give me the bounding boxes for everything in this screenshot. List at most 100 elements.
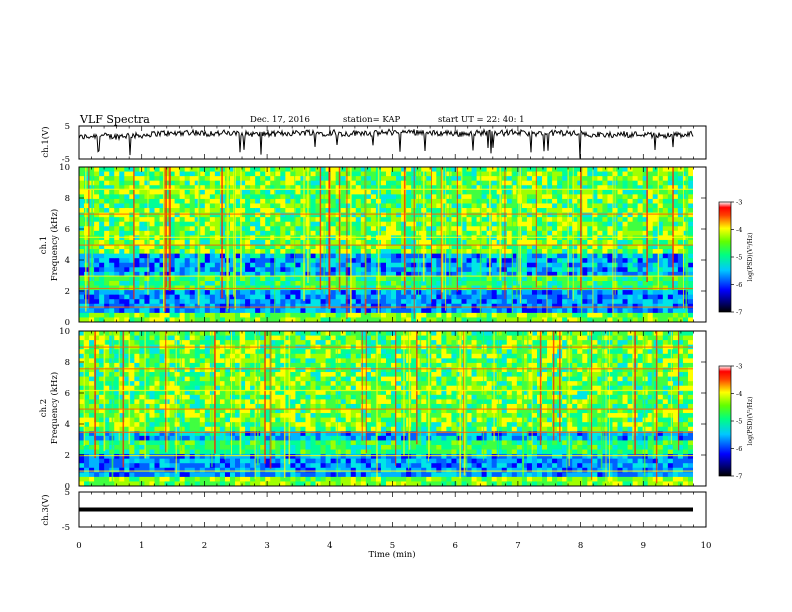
spectrogram-cell	[174, 353, 181, 359]
spectrogram-cell	[401, 258, 407, 264]
spectrogram-cell	[139, 176, 145, 182]
spectrogram-cell	[552, 294, 558, 300]
spectrogram-cell	[466, 262, 472, 268]
spectrogram-cell	[521, 253, 528, 259]
spectrogram-cell	[340, 171, 347, 177]
spectrogram-cell	[592, 230, 598, 236]
spectrogram-cell	[99, 176, 105, 182]
spectrogram-cell	[300, 212, 306, 218]
spectrogram-cell	[144, 308, 150, 314]
spectrogram-cell	[194, 208, 201, 213]
spectrogram-cell	[355, 171, 362, 177]
spectrogram-cell	[245, 221, 251, 227]
spectrogram-cell	[199, 299, 206, 305]
spectrogram-cell	[265, 185, 271, 191]
spectrogram-cell	[199, 198, 206, 204]
spectrogram-cell	[597, 299, 603, 305]
spectrogram-cell	[582, 267, 588, 273]
spectrogram-cell	[461, 230, 467, 236]
spectrogram-cell	[461, 290, 467, 296]
spectrogram-cell	[481, 258, 488, 264]
spectrogram-cell	[602, 312, 608, 318]
spectrogram-tone	[79, 236, 693, 238]
spectrogram-cell	[647, 221, 654, 227]
spectrogram-cell	[104, 262, 110, 268]
spectrogram-cell	[521, 212, 528, 218]
spectrogram-cell	[607, 317, 613, 323]
spectrogram-cell	[104, 198, 110, 204]
spectrogram-cell	[436, 312, 442, 318]
spectrogram-cell	[280, 303, 286, 309]
spectrogram-cell	[401, 303, 407, 309]
spectrogram-cell	[657, 194, 664, 200]
spectrogram-cell	[169, 376, 176, 382]
spectrogram-cell	[391, 258, 397, 264]
spectrogram-cell	[124, 376, 130, 382]
spectrogram-cell	[184, 353, 191, 359]
spectrogram-cell	[119, 476, 125, 482]
spectrogram-cell	[386, 290, 392, 296]
spectrogram-cell	[335, 171, 342, 177]
spectrogram-cell	[275, 244, 281, 250]
spectrogram-cell	[270, 212, 276, 218]
spectrogram-cell	[280, 308, 286, 314]
spectrogram-cell	[255, 203, 261, 209]
spectrogram-cell	[295, 317, 301, 323]
spectrogram-cell	[149, 217, 155, 223]
spectrogram-streak	[163, 167, 165, 312]
spectrogram-cell	[406, 176, 412, 182]
spectrogram-cell	[134, 230, 140, 236]
spectrogram-cell	[310, 294, 316, 300]
spectrogram-cell	[144, 394, 150, 400]
spectrogram-cell	[396, 317, 402, 323]
spectrogram-cell	[109, 221, 115, 227]
spectrogram-cell	[552, 303, 558, 309]
spectrogram-cell	[159, 203, 165, 209]
spectrogram-cell	[184, 408, 191, 414]
spectrogram-cell	[104, 394, 110, 400]
spectrogram-cell	[179, 226, 186, 232]
spectrogram-cell	[159, 244, 165, 250]
spectrogram-cell	[360, 217, 367, 223]
spectrogram-cell	[290, 171, 296, 177]
spectrogram-cell	[285, 185, 291, 191]
spectrogram-cell	[451, 271, 457, 277]
spectrogram-cell	[79, 467, 85, 473]
spectrogram-cell	[657, 239, 664, 245]
spectrogram-cell	[380, 262, 387, 268]
spectrogram-cell	[335, 221, 342, 227]
spectrogram-cell	[169, 367, 176, 373]
spectrogram-cell	[124, 267, 130, 273]
spectrogram-cell	[154, 408, 160, 414]
spectrogram-cell	[159, 194, 165, 200]
spectrogram-cell	[391, 299, 397, 305]
spectrogram-cell	[114, 362, 120, 368]
spectrogram-cell	[476, 267, 483, 273]
spectrogram-cell	[260, 317, 266, 323]
spectrogram-cell	[491, 280, 498, 286]
spectrogram-cell	[335, 198, 342, 204]
spectrogram-cell	[159, 271, 165, 277]
spectrogram-cell	[627, 194, 634, 200]
spectrogram-cell	[194, 217, 201, 223]
spectrogram-cell	[154, 381, 160, 387]
spectrogram-cell	[114, 381, 120, 387]
spectrogram-cell	[250, 171, 256, 177]
spectrogram-cell	[597, 212, 603, 218]
spectrogram-cell	[602, 262, 608, 268]
spectrogram-cell	[184, 176, 191, 182]
spectrogram-cell	[436, 176, 442, 182]
spectrogram-cell	[169, 198, 176, 204]
spectrogram-cell	[562, 198, 568, 204]
spectrogram-cell	[114, 176, 120, 182]
spectrogram-cell	[350, 253, 357, 259]
spectrogram-cell	[542, 271, 548, 277]
spectrogram-cell	[149, 312, 155, 318]
spectrogram-cell	[154, 239, 160, 245]
spectrogram-cell	[245, 267, 251, 273]
spectrogram-cell	[99, 217, 105, 223]
spectrogram-cell	[617, 176, 623, 182]
spectrogram-cell	[340, 267, 347, 273]
spectrogram-cell	[169, 303, 176, 309]
spectrogram-cell	[511, 280, 518, 286]
